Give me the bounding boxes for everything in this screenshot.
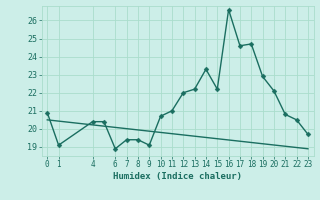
X-axis label: Humidex (Indice chaleur): Humidex (Indice chaleur) [113,172,242,181]
